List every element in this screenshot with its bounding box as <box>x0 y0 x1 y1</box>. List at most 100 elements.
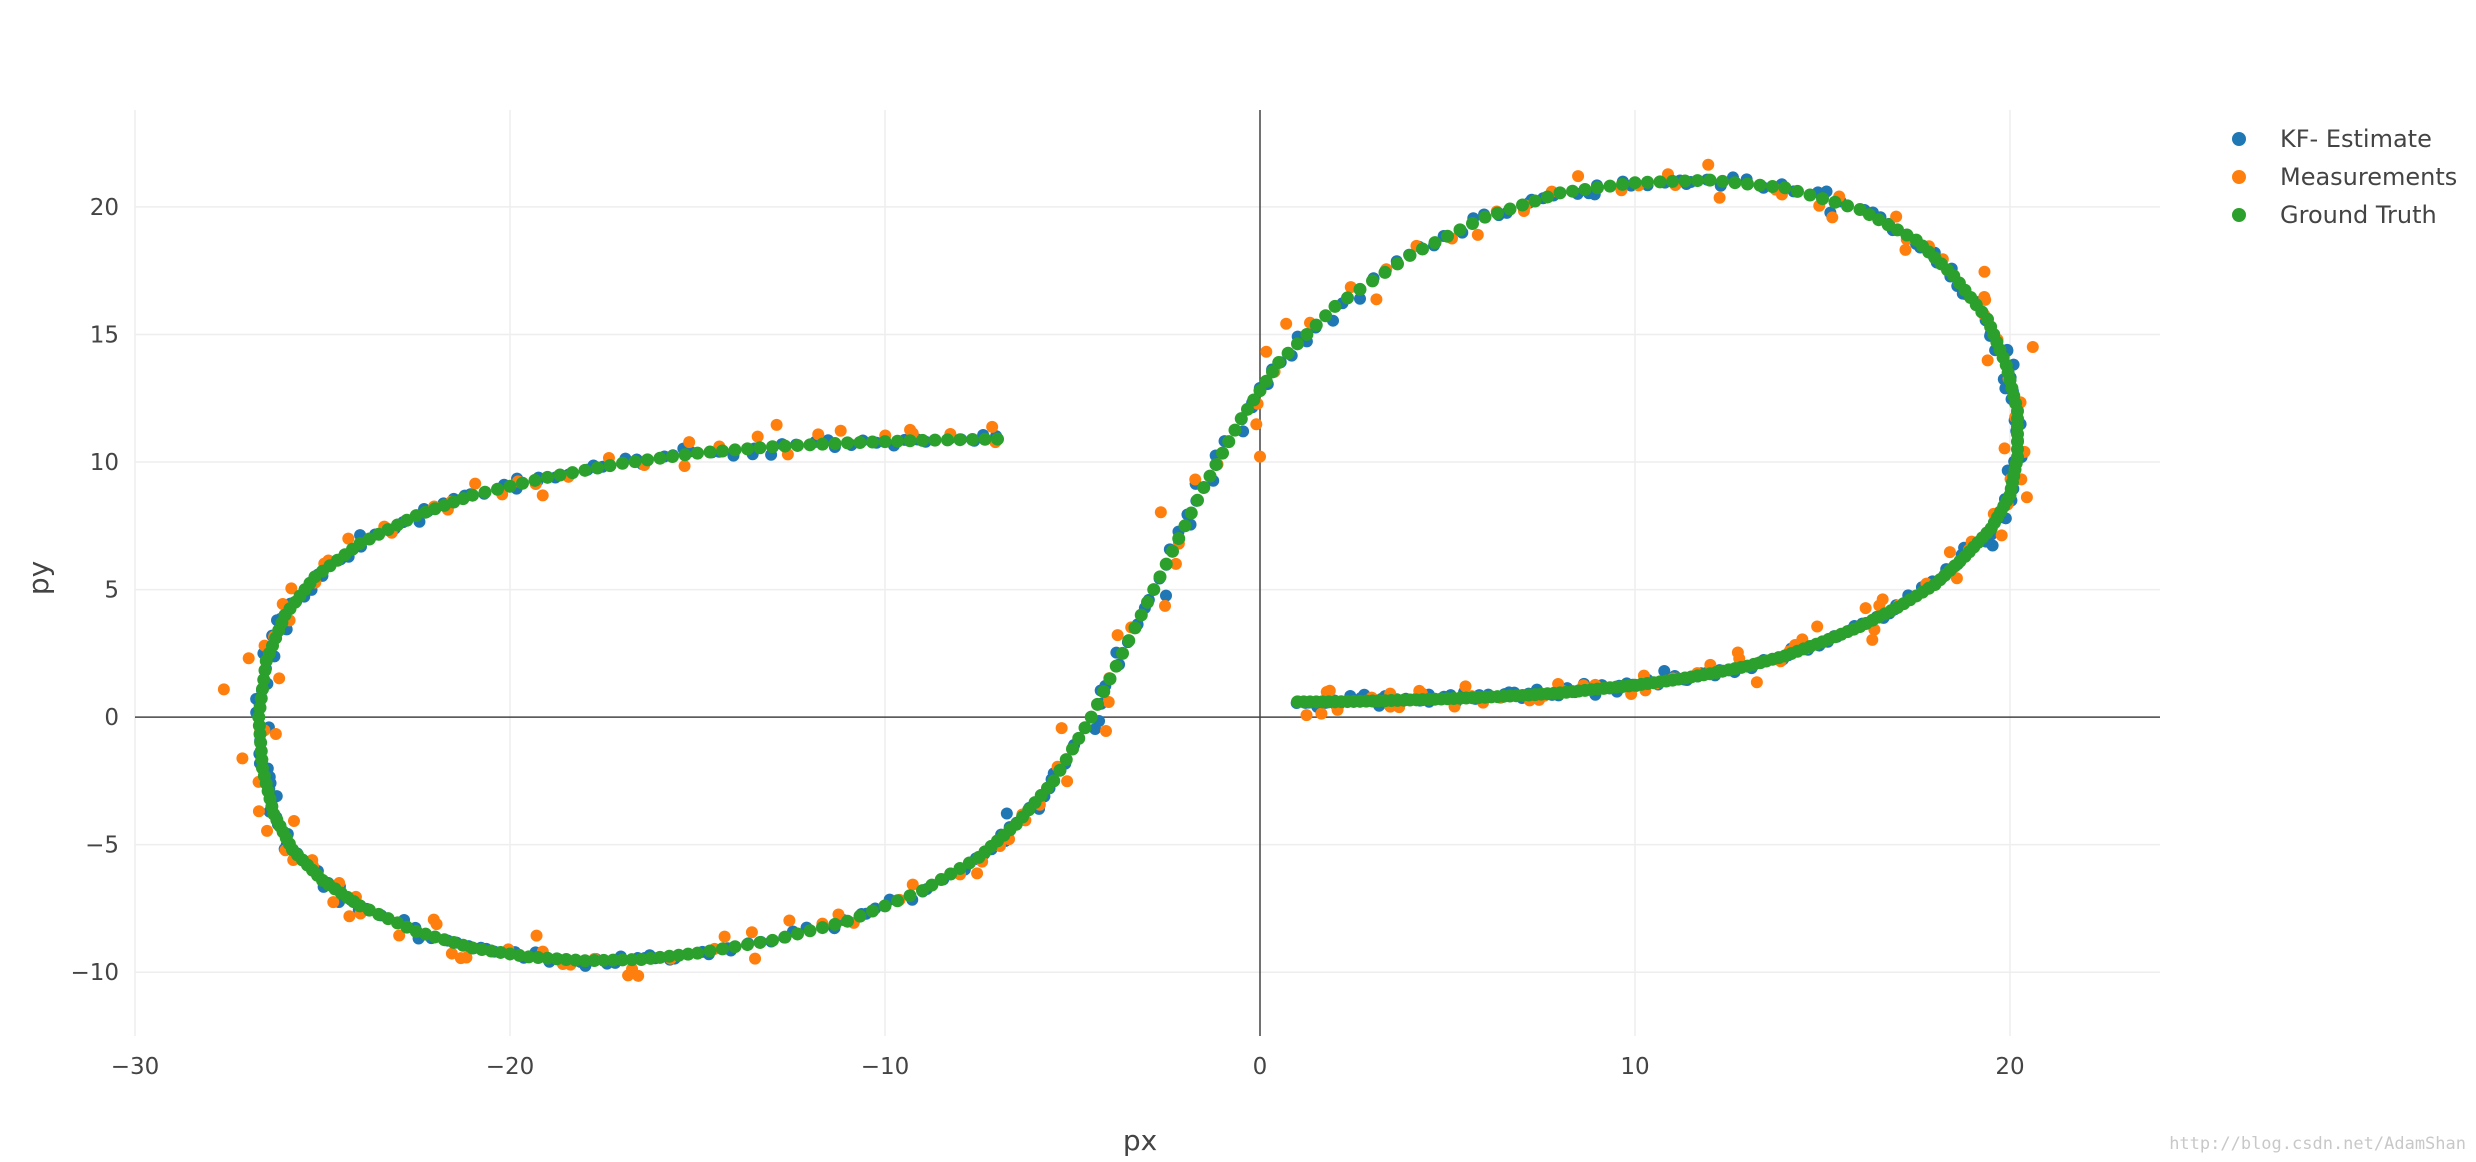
y-tick-label: −10 <box>70 960 119 986</box>
ground-truth-point <box>903 889 917 903</box>
ground-truth-point <box>962 856 976 870</box>
measurement-point <box>287 815 300 828</box>
ground-truth-point <box>816 437 829 451</box>
measurement-point <box>236 752 249 765</box>
ground-truth-point <box>522 950 536 964</box>
ground-truth-point <box>1653 175 1667 189</box>
measurement-point <box>1811 620 1824 633</box>
measurement-point <box>1111 629 1124 642</box>
measurement-point <box>327 896 340 909</box>
ground-truth-point <box>1228 423 1242 437</box>
legend-label-kf-estimate: KF- Estimate <box>2280 125 2432 153</box>
ground-truth-point <box>1253 384 1267 398</box>
measurement-point <box>678 460 691 473</box>
ground-truth-point <box>1566 184 1579 198</box>
ground-truth-point <box>1159 557 1173 571</box>
ground-truth-point <box>566 466 579 480</box>
ground-truth-point <box>828 437 842 451</box>
measurement-point <box>469 477 482 490</box>
measurement-point <box>343 910 356 923</box>
ground-truth-point <box>1816 192 1829 206</box>
ground-truth-point <box>778 930 792 944</box>
legend-label-measurements: Measurements <box>2280 163 2457 191</box>
ground-truth-point <box>1128 621 1142 635</box>
legend-item-measurements[interactable]: Measurements <box>2232 163 2457 191</box>
ground-truth-point <box>878 435 892 449</box>
ground-truth-point <box>1666 174 1679 188</box>
ground-truth-point <box>553 468 567 482</box>
ground-truth-point <box>753 935 767 949</box>
ground-truth-point <box>841 914 854 928</box>
ground-truth-point <box>1203 469 1217 483</box>
measurement-point <box>1169 557 1182 570</box>
ground-truth-point <box>1209 458 1223 472</box>
measurement-point <box>906 878 919 891</box>
ground-truth-point <box>641 453 654 467</box>
ground-truth-point <box>691 946 704 960</box>
y-tick-label: −5 <box>85 833 119 859</box>
ground-truth-point <box>816 921 829 935</box>
ground-truth-point <box>597 953 611 967</box>
ground-truth-point <box>1197 481 1211 495</box>
ground-truth-point <box>891 434 904 448</box>
ground-truth-point <box>1728 176 1742 190</box>
ground-truth-point <box>531 951 545 965</box>
y-tick-labels: −10 −5 0 5 10 15 20 <box>70 195 119 986</box>
ground-truth-point <box>1553 186 1567 200</box>
ground-truth-point <box>1691 174 1704 188</box>
ground-truth-point <box>716 444 729 458</box>
measurement-point <box>1995 529 2008 542</box>
kf-estimate-point <box>1000 807 1013 820</box>
watermark-text: http://blog.csdn.net/AdamShan <box>2169 1134 2466 1154</box>
legend-marker-ground-truth <box>2232 208 2246 222</box>
ground-truth-point <box>1053 763 1067 777</box>
ground-truth-point <box>1441 229 1454 243</box>
measurement-point <box>1998 442 2011 455</box>
legend-marker-measurements <box>2232 170 2246 184</box>
legend-marker-kf-estimate <box>2232 132 2246 146</box>
measurement-point <box>1978 265 1991 278</box>
kf-estimate-point <box>1353 292 1366 305</box>
ground-truth-point <box>1047 774 1061 788</box>
legend-item-ground-truth[interactable]: Ground Truth <box>2232 201 2437 229</box>
ground-truth-point <box>1591 181 1604 195</box>
ground-truth-point <box>662 949 676 963</box>
measurement-point <box>1102 696 1115 709</box>
measurement-point <box>1750 676 1763 689</box>
measurement-point <box>1099 725 1112 738</box>
ground-truth-point <box>503 479 517 493</box>
ground-truth-point <box>1097 685 1111 699</box>
x-tick-labels: −30 −20 −10 0 10 20 <box>111 1054 2025 1080</box>
ground-truth-point <box>1578 183 1592 197</box>
ground-truth-point <box>644 951 658 965</box>
measurement-point <box>783 914 796 927</box>
ground-truth-point <box>1103 672 1117 686</box>
ground-truth-point <box>634 952 648 966</box>
legend-item-kf-estimate[interactable]: KF- Estimate <box>2232 125 2432 153</box>
ground-truth-point <box>741 442 754 456</box>
ground-truth-point <box>1541 190 1554 204</box>
ground-truth-point <box>766 933 779 947</box>
ground-truth-point <box>853 909 867 923</box>
legend: KF- Estimate Measurements Ground Truth <box>2232 125 2457 229</box>
ground-truth-point <box>1478 210 1492 224</box>
measurement-point <box>1189 473 1202 486</box>
ground-truth-point <box>1116 646 1129 660</box>
ground-truth-point <box>878 899 892 913</box>
ground-truth-point <box>1453 223 1467 237</box>
ground-truth-point <box>1091 697 1104 711</box>
ground-truth-point <box>1134 608 1148 622</box>
measurement-point <box>530 929 543 942</box>
ground-truth-point <box>1066 742 1079 756</box>
x-tick-label: −10 <box>861 1054 910 1080</box>
ground-truth-point <box>1366 274 1379 288</box>
ground-truth-point <box>616 456 629 470</box>
measurement-point <box>1055 722 1068 735</box>
measurement-point <box>1981 354 1994 367</box>
measurement-point <box>1280 317 1293 330</box>
ground-truth-point <box>1247 393 1261 407</box>
measurement-point <box>1315 707 1328 720</box>
ground-truth-point <box>578 463 592 477</box>
measurement-point <box>832 908 845 921</box>
ground-truth-point <box>916 884 929 898</box>
